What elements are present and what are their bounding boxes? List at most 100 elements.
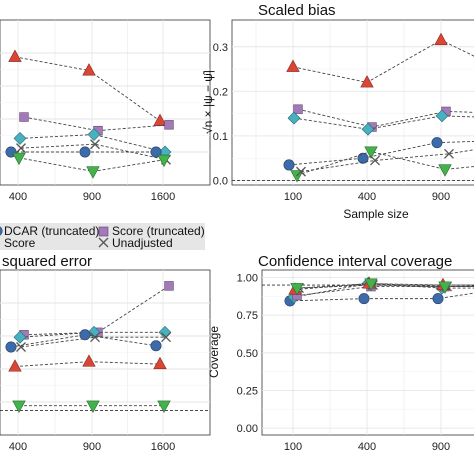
y-axis-label: √n × |ψ − ψ̂| [201,70,215,134]
data-point-triangle-up [82,63,96,76]
legend-item-score: Score [4,236,36,250]
data-point-diamond [13,131,27,145]
series-line [296,283,474,289]
data-point-triangle-down [86,400,100,413]
legend: DCAR (truncated) Score Score (truncated)… [0,223,205,250]
data-point-x [161,332,171,343]
series-line [292,39,474,83]
data-point-diamond [361,122,375,136]
data-point-circle [79,329,91,341]
data-point-diamond [87,128,101,141]
data-point-triangle-down [438,281,452,294]
panel-top-left: 400 900 1600 [0,19,211,203]
series-line [19,331,165,338]
data-point-square [19,112,29,122]
x-tick-label: 900 [432,191,450,203]
data-point-triangle-up [286,59,300,72]
data-point-triangle-down [438,164,452,177]
panel-bottom-right: Confidence interval coverage 100 400 900 0.… [207,253,474,453]
series-line [20,336,166,348]
tick-labels: 400 900 1600 [9,441,175,453]
x-tick-label: 900 [83,191,101,203]
legend-item-score-truncated: Score (truncated) [98,224,205,238]
data-point-circle [431,137,443,149]
panel-bottom-left: squared error 400 900 1600 [0,253,211,453]
x-tick-label: 400 [9,191,27,203]
y-tick-label: 0.0 [213,176,228,188]
y-tick-label: 0.00 [237,423,258,435]
tick-labels: 100 400 900 0.00 0.25 0.50 0.75 1.00 [237,273,451,453]
y-tick-label: 0.3 [213,42,228,54]
series-line [289,292,474,302]
tick-labels: 100 400 900 0.0 0.1 0.2 0.3 [213,42,450,203]
data-point-triangle-up [434,32,448,46]
data-point-x [16,143,26,154]
legend-label: Score [4,236,36,250]
series-group [5,281,174,413]
legend-label: Unadjusted [112,236,173,250]
panel-title: Confidence interval coverage [258,253,452,270]
data-point-circle [358,293,370,305]
series-line [19,134,166,153]
data-point-triangle-down [157,154,171,168]
x-tick-label: 1600 [151,191,175,203]
series-line [300,149,474,173]
data-point-circle [283,159,295,171]
data-point-triangle-down [157,400,171,413]
y-axis-label: Coverage [207,326,221,378]
data-point-x [16,342,26,352]
data-point-triangle-up [153,356,167,370]
data-point-triangle-down [364,278,378,291]
x-axis-label: Sample size [343,207,409,221]
data-point-x [444,148,454,159]
data-point-x [90,332,100,343]
x-tick-label: 100 [284,191,302,203]
x-tick-label: 900 [83,441,101,453]
data-point-triangle-up [8,359,22,372]
legend-label: DCAR (truncated) [4,224,99,238]
data-point-circle [0,226,3,236]
y-tick-label: 0.50 [237,348,258,360]
tick-labels: 400 900 1600 [9,191,175,203]
x-tick-label: 400 [358,191,376,203]
panel-title: squared error [2,253,92,270]
legend-label: Score (truncated) [112,224,205,238]
data-point-diamond [287,111,301,125]
legend-item-dcar: DCAR (truncated) [4,224,99,238]
data-point-triangle-down [12,152,26,166]
data-point-circle [432,293,444,305]
series-line [294,283,474,291]
series-line [14,361,161,368]
panel-title: Scaled bias [258,2,336,19]
data-point-triangle-up [360,75,374,88]
data-point-triangle-down [86,166,100,179]
data-point-diamond [435,109,449,123]
x-tick-label: 400 [358,441,376,453]
legend-key-square [98,226,109,237]
series-group [5,49,174,179]
data-point-diamond [13,330,27,344]
data-point-triangle-up [8,49,22,62]
panel-top-right: Scaled bias 100 400 900 0.0 0.1 0.2 0.3 Sample… [201,2,474,221]
data-point-circle [357,152,369,164]
data-point-triangle-down [12,400,26,413]
data-point-x [370,155,380,166]
data-point-square [293,104,303,114]
y-tick-label: 0.1 [213,131,228,143]
plot-frame [231,19,474,186]
y-tick-label: 1.00 [237,273,258,285]
legend-item-unadjusted: Unadjusted [98,236,173,250]
grid [262,270,474,435]
data-point-triangle-down [364,146,378,159]
data-point-x [296,166,306,177]
data-point-circle [5,341,17,353]
data-point-square [164,120,174,130]
y-tick-label: 0.25 [237,386,258,398]
x-tick-label: 900 [432,441,450,453]
series-line [23,285,170,336]
x-tick-label: 1600 [151,441,175,453]
y-tick-label: 0.2 [213,86,228,98]
series-group [284,276,474,307]
data-point-square [164,281,174,291]
